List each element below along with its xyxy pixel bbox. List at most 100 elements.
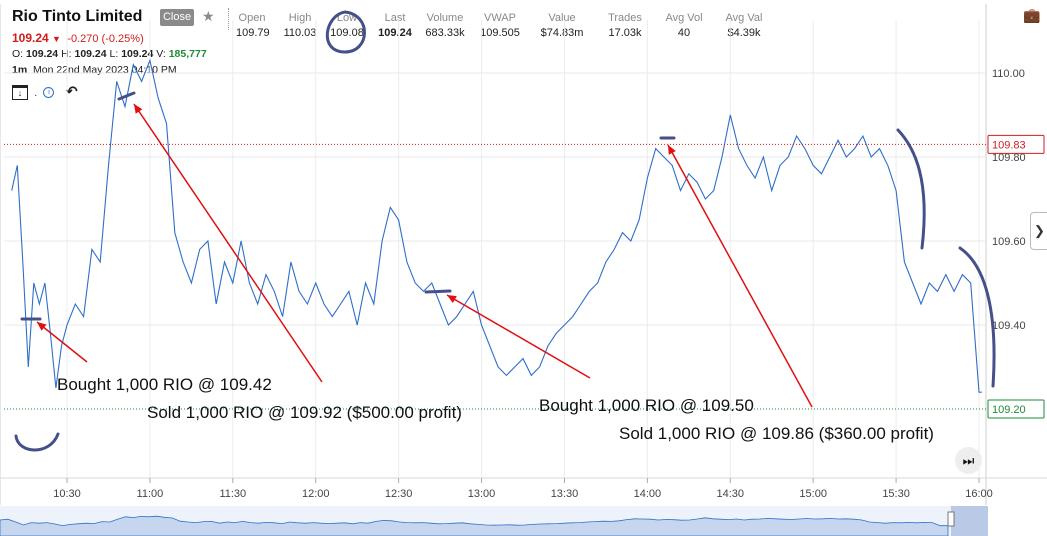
annotation-texts: Bought 1,000 RIO @ 109.42 Sold 1,000 RIO … <box>57 375 934 443</box>
price-line: 109.24 ▼ -0.270 (-0.25%) <box>12 31 144 45</box>
x-tick-label: 15:30 <box>882 488 910 500</box>
volume-label: V: <box>156 48 166 60</box>
instrument-title: Rio Tinto Limited <box>12 8 143 25</box>
stat-trades: Trades 17.03k <box>604 12 646 39</box>
x-tick-label: 13:30 <box>551 488 579 500</box>
annotation-arrow <box>446 294 591 379</box>
stat-value: 683.33k <box>425 27 465 39</box>
navigator-area <box>0 515 949 536</box>
header-divider <box>228 8 230 30</box>
briefcase-icon[interactable]: 💼 <box>1023 7 1041 23</box>
close-badge[interactable]: Close <box>160 9 194 26</box>
stat-value: 109.505 <box>480 27 520 39</box>
high-value: 109.24 <box>74 48 107 60</box>
ohlc-readout: O: 109.24 H: 109.24 L: 109.24 V: 185,777 <box>12 48 207 60</box>
stat-label: Last <box>384 12 406 24</box>
last-price: 109.24 <box>12 31 49 45</box>
y-tick-label: 109.80 <box>992 152 1026 164</box>
open-label: O: <box>12 48 24 60</box>
stat-value: 110.03 <box>283 27 317 39</box>
hand-drawn-marker <box>14 432 60 452</box>
y-tick-label: 109.40 <box>992 320 1026 332</box>
price-change: -0.270 (-0.25%) <box>67 33 144 45</box>
navigator-handle <box>947 511 955 527</box>
annotation-arrowhead <box>37 322 47 331</box>
stat-value: $74.83m <box>540 27 584 39</box>
x-tick-label: 12:00 <box>302 488 330 500</box>
chart-grid <box>0 4 1047 505</box>
stat-open: Open 109.79 <box>236 12 270 39</box>
stat-value-traded: Value $74.83m <box>538 12 586 39</box>
stat-label: Volume <box>426 12 464 24</box>
hand-drawn-markers <box>14 10 996 452</box>
price-tags: 109.83 109.20 <box>4 134 1045 419</box>
star-icon[interactable]: ★ <box>202 8 215 24</box>
x-tick-label: 14:30 <box>717 488 745 500</box>
stat-value: 17.03k <box>608 27 642 39</box>
low-value: 109.24 <box>121 48 154 60</box>
stat-label: Open <box>238 12 266 24</box>
navigator <box>0 506 988 536</box>
stat-value: 109.79 <box>236 27 270 39</box>
y-tick-label: 110.00 <box>992 68 1025 80</box>
add-folder-icon[interactable]: ↓ <box>12 85 28 101</box>
open-value: 109.24 <box>26 48 59 60</box>
price-tag-label: 109.20 <box>992 404 1026 416</box>
down-arrow-icon: ▼ <box>52 34 61 44</box>
stat-avg-vol: Avg Vol 40 <box>663 12 705 39</box>
chart-tools: ↓ . i ↶ <box>12 83 78 101</box>
annotation-arrowhead <box>447 295 457 303</box>
stat-value: 40 <box>677 27 691 39</box>
y-axis: 110.00 109.80 109.60 109.40 <box>992 68 1026 332</box>
stat-label: Avg Vol <box>665 12 703 24</box>
annotation-text: Bought 1,000 RIO @ 109.42 <box>57 375 272 394</box>
x-tick-label: 15:00 <box>799 488 827 500</box>
hand-drawn-marker <box>958 246 996 388</box>
annotation-arrows <box>36 103 813 408</box>
high-label: H: <box>61 48 72 60</box>
x-tick-label: 11:00 <box>137 488 164 500</box>
stat-avg-val: Avg Val $4.39k <box>721 12 767 39</box>
stat-label: Value <box>548 12 576 24</box>
navigator-selection <box>951 506 988 536</box>
stat-label: Trades <box>608 12 642 24</box>
price-tag-label: 109.83 <box>992 139 1026 151</box>
price-tag-box <box>987 134 1045 154</box>
hand-drawn-marker <box>117 91 136 101</box>
undo-icon[interactable]: ↶ <box>65 83 78 99</box>
x-tick-label: 11:30 <box>219 488 246 500</box>
volume-value: 185,777 <box>168 48 207 60</box>
annotation-arrowhead <box>668 145 676 155</box>
y-tick-label: 109.60 <box>992 236 1026 248</box>
chevron-right-icon[interactable]: ❯ <box>1030 212 1047 250</box>
annotation-arrow <box>36 321 88 363</box>
stat-volume: Volume 683.33k <box>422 12 468 39</box>
stat-label: VWAP <box>484 12 516 24</box>
price-tag-box <box>987 399 1045 419</box>
annotation-text: Bought 1,000 RIO @ 109.50 <box>539 396 754 415</box>
stat-vwap: VWAP 109.505 <box>478 12 522 39</box>
fast-forward-icon[interactable]: ⏭ <box>955 447 982 474</box>
stat-high: High 110.03 <box>283 12 317 39</box>
info-icon[interactable]: i <box>43 87 55 99</box>
x-tick-label: 13:00 <box>468 488 496 500</box>
x-tick-label: 12:30 <box>385 488 413 500</box>
stat-value: 109.24 <box>378 27 412 39</box>
stat-value: $4.39k <box>727 27 761 39</box>
x-tick-label: 10:30 <box>53 488 81 500</box>
annotation-text: Sold 1,000 RIO @ 109.92 ($500.00 profit) <box>147 403 462 422</box>
stat-last: Last 109.24 <box>378 12 412 39</box>
x-tick-label: 16:00 <box>965 488 993 500</box>
annotation-text: Sold 1,000 RIO @ 109.86 ($360.00 profit) <box>619 424 934 443</box>
low-label: L: <box>109 48 119 60</box>
x-tick-label: 14:00 <box>634 488 662 500</box>
price-series-line <box>11 58 982 393</box>
x-axis: 10:30 11:00 11:30 12:00 12:30 13:00 13:30 14:00… <box>53 488 993 500</box>
annotation-arrow <box>667 144 813 408</box>
hand-drawn-marker <box>424 289 452 294</box>
hand-drawn-marker <box>325 10 366 54</box>
stat-label: High <box>288 12 312 24</box>
stat-value: 109.08 <box>330 27 364 39</box>
dot-separator: . <box>34 88 38 99</box>
